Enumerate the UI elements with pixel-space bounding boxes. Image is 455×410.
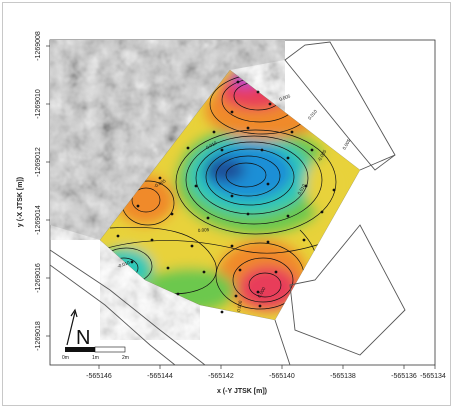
measurement-point [220,310,224,314]
y-tick-label: -1269016 [35,263,42,293]
building-outline-se [289,224,406,356]
measurement-point [150,238,154,242]
contour-label: 0.010 [297,183,307,196]
measurement-point [166,266,170,270]
contour-label: 0.010 [307,108,318,120]
boundary-line-s [274,319,291,365]
measurement-point [274,270,278,274]
x-tick-label: -565138 [330,373,356,380]
measurement-point [332,188,336,192]
contour-label: 0.000 [257,286,267,299]
measurement-point [186,146,190,150]
measurement-point [176,292,180,296]
measurement-point [158,176,162,180]
measurement-point [212,130,216,134]
scale-label-2m: 2m [122,355,129,361]
x-tick-label: -565136 [391,373,417,380]
scale-bar: 0m 1m 2m [62,346,129,361]
scale-bar-segment-dark [65,347,95,352]
y-tick-label: -1269012 [35,147,42,177]
measurement-points [116,80,336,314]
x-tick-label: -565142 [208,373,234,380]
y-axis-title: y (-X JTSK [m]) [17,177,24,227]
contour-label: -0.005 [317,149,328,163]
boundary-line-sw-1 [50,249,206,365]
contour-label: 0.005 [198,227,210,233]
y-tick-label: -1269010 [35,89,42,119]
scale-label-1m: 1m [92,355,99,361]
measurement-point [246,126,250,130]
measurement-point [190,244,194,248]
scale-bar-segment-light [94,346,126,353]
measurement-point [302,238,306,242]
contour-label: -0.010 [204,140,218,151]
measurement-point [238,268,242,272]
x-tick-label: -565140 [269,373,295,380]
boundary-line-sw-2 [50,264,176,365]
measurement-point [194,184,198,188]
measurement-point [290,130,294,134]
measurement-point [320,210,324,214]
measurement-point [136,204,140,208]
measurement-point [116,234,120,238]
measurement-point [266,182,270,186]
survey-surface [100,70,360,320]
measurement-point [258,304,262,308]
measurement-point [304,184,308,188]
measurement-point [206,216,210,220]
north-arrow: N [66,308,90,349]
measurement-point [286,156,290,160]
measurement-point [234,294,238,298]
x-axis-ticks: -565146 -565144 -565142 -565140 -565138 -5651… [86,365,446,380]
x-axis-title: x (-Y JTSK [m]) [217,388,267,395]
y-axis-ticks: -1269008 -1269010 -1269012 -1269014 -1269016… [35,31,50,351]
measurement-point [268,102,272,106]
north-label: N [76,327,90,349]
building-outlines [50,41,406,365]
measurement-point [130,260,134,264]
measurement-point [170,212,174,216]
x-tick-label: -565146 [86,373,112,380]
contour-label-group: 0.005 -0.010 0.010 -0.005 0.005 0.005 0.… [117,93,352,312]
measurement-point [266,240,270,244]
contour-label: 0.005 [342,138,352,151]
y-tick-label: -1269018 [35,321,42,351]
measurement-point [230,194,234,198]
boundary-line-e [359,154,396,171]
contour-label: -0.010 [117,260,131,269]
measurement-point [286,214,290,218]
scale-label-0m: 0m [62,355,69,361]
contour-label: 0.005 [279,93,292,102]
x-tick-label: -565134 [420,373,446,380]
y-tick-label: -1269014 [35,205,42,235]
measurement-point [310,148,314,152]
contour-label: 0.000 [236,300,243,312]
measurement-point [230,244,234,248]
contour-label: -0.005 [153,178,167,189]
background-texture [50,40,285,340]
measurement-point [256,290,260,294]
measurement-point [236,80,240,84]
measurement-point [260,148,264,152]
x-tick-label: -565144 [147,373,173,380]
measurement-point [230,110,234,114]
measurement-point [220,148,224,152]
measurement-point [246,212,250,216]
measurement-point [202,270,206,274]
measurement-point [256,90,260,94]
y-tick-label: -1269008 [35,31,42,61]
